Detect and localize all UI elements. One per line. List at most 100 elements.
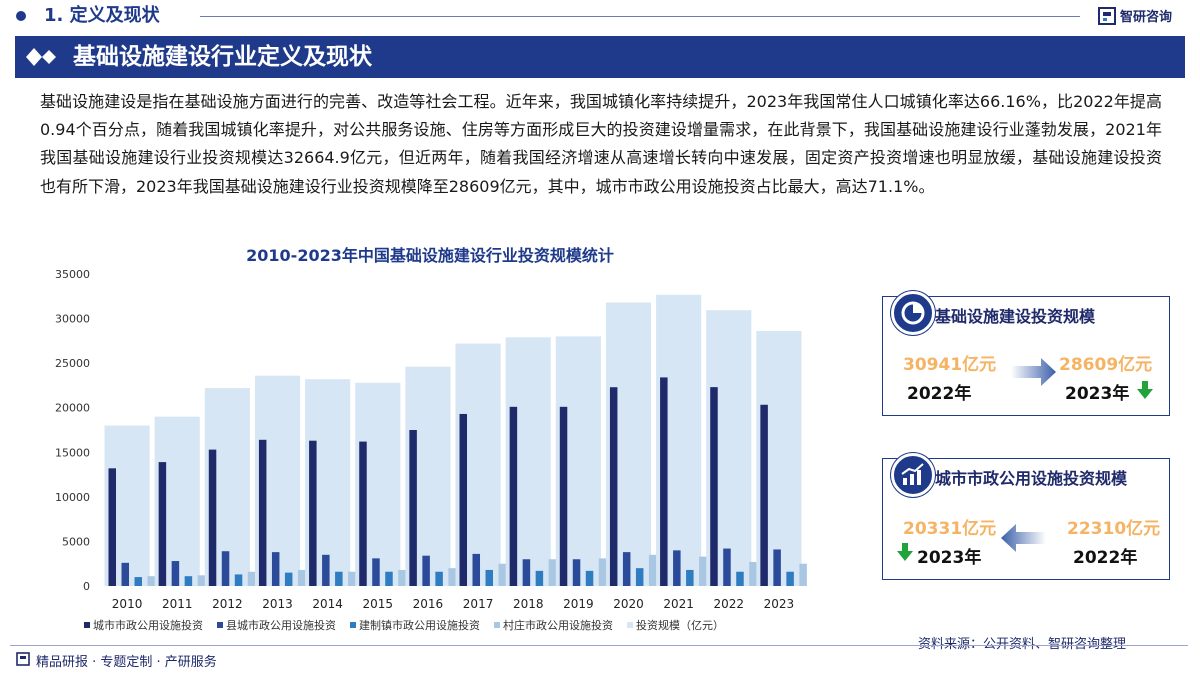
chart-title: 2010-2023年中国基础设施建设行业投资规模统计 — [246, 246, 614, 265]
series-bar — [472, 553, 481, 586]
series-bar — [609, 387, 618, 586]
series-bar — [309, 440, 317, 586]
series-bar — [221, 551, 230, 586]
section-bullet — [16, 11, 26, 21]
chart-pie-icon — [891, 291, 935, 335]
x-tick-label: 2011 — [162, 597, 193, 611]
series-bar — [749, 561, 757, 586]
series-bar — [398, 569, 406, 586]
infrastructure-investment-card: 基础设施建设投资规模 30941亿元 2022年 28609亿元 2023年 — [882, 291, 1170, 416]
series-bar — [710, 387, 718, 586]
legend-swatch — [217, 622, 223, 628]
series-bar — [184, 576, 193, 586]
series-bar — [435, 571, 443, 586]
series-bar — [660, 377, 668, 586]
series-bar — [673, 550, 681, 586]
footer-tagline: 精品研报 · 专题定制 · 产研服务 — [36, 655, 217, 670]
x-tick-label: 2018 — [513, 597, 544, 611]
down-arrow-icon — [1137, 381, 1153, 399]
legend-swatch — [350, 622, 356, 628]
year-2022: 2022年 — [1073, 548, 1138, 568]
series-bar — [773, 549, 781, 586]
card-title: 城市市政公用设施投资规模 — [935, 469, 1128, 488]
x-tick-label: 2022 — [714, 597, 745, 611]
series-bar — [459, 413, 468, 586]
header-divider — [200, 16, 1080, 17]
series-bar — [736, 571, 744, 586]
series-bar — [234, 574, 243, 586]
x-tick-label: 2016 — [413, 597, 444, 611]
year-2023: 2023年 — [917, 548, 982, 568]
series-bar — [723, 548, 731, 586]
arrow-right-icon — [1011, 358, 1056, 386]
series-bar — [284, 572, 293, 586]
title-banner: 基础设施建设行业定义及现状 — [15, 36, 1185, 78]
series-bar — [509, 406, 518, 586]
series-bar — [448, 568, 456, 586]
series-bar — [348, 571, 356, 586]
series-bar — [498, 563, 507, 586]
series-bar — [385, 571, 393, 586]
series-bar — [409, 430, 417, 586]
legend-label: 城市市政公用设施投资 — [93, 618, 203, 632]
footer-divider — [10, 645, 1188, 646]
data-source: 资料来源：公开资料、智研咨询整理 — [918, 637, 1127, 652]
arrow-left-icon — [1001, 524, 1046, 552]
series-bar — [535, 570, 544, 586]
y-tick-label: 25000 — [55, 357, 90, 370]
series-bar — [208, 449, 217, 586]
value-2022: 30941亿元 — [903, 355, 997, 375]
x-tick-label: 2021 — [663, 597, 694, 611]
legend-label: 建制镇市政公用设施投资 — [359, 618, 480, 632]
series-bar — [322, 554, 330, 586]
series-bar — [559, 406, 568, 586]
series-bar — [648, 554, 657, 586]
series-bar — [548, 559, 557, 586]
y-tick-label: 10000 — [55, 491, 90, 504]
series-bar — [171, 561, 180, 586]
brand-name: 智研咨询 — [1120, 10, 1173, 25]
y-tick-label: 35000 — [55, 268, 90, 281]
series-bar — [485, 569, 494, 586]
x-tick-label: 2014 — [312, 597, 343, 611]
series-bar — [335, 571, 343, 586]
series-bar — [158, 462, 167, 586]
card-title: 基础设施建设投资规模 — [935, 307, 1096, 326]
x-tick-label: 2023 — [764, 597, 795, 611]
series-bar — [635, 568, 644, 586]
y-tick-label: 15000 — [55, 446, 90, 459]
series-bar — [372, 558, 380, 586]
series-bar — [121, 562, 130, 586]
legend-swatch — [494, 622, 500, 628]
x-tick-label: 2013 — [262, 597, 293, 611]
series-bar — [622, 552, 631, 586]
series-bar — [572, 559, 581, 586]
diamond-icon — [26, 48, 56, 66]
y-tick-label: 20000 — [55, 402, 90, 415]
brand-logo: 智研咨询 — [1098, 6, 1172, 25]
x-tick-label: 2010 — [112, 597, 143, 611]
series-bar — [786, 571, 794, 586]
series-bar — [585, 570, 594, 586]
year-2022: 2022年 — [907, 384, 972, 404]
down-arrow-icon — [897, 543, 913, 561]
y-tick-label: 5000 — [62, 535, 90, 548]
series-bar — [108, 468, 117, 586]
legend-swatch — [627, 622, 633, 628]
legend-swatch — [84, 622, 90, 628]
x-tick-label: 2015 — [363, 597, 394, 611]
year-2023: 2023年 — [1065, 384, 1130, 404]
brand-mark-icon — [16, 652, 30, 666]
series-bar — [799, 563, 807, 586]
series-bar — [686, 569, 694, 586]
investment-bar-chart: 0 5000 10000 15000 20000 25000 30000 35000 2010 2… — [55, 268, 807, 632]
section-title: 1. 定义及现状 — [44, 5, 160, 26]
intro-paragraph: 基础设施建设是指在基础设施方面进行的完善、改造等社会工程。近年来，我国城镇化率持… — [40, 92, 1162, 196]
series-bar — [147, 576, 156, 586]
value-2022: 22310亿元 — [1067, 519, 1161, 539]
x-tick-label: 2019 — [563, 597, 594, 611]
series-bar — [297, 569, 306, 586]
legend-label: 村庄市政公用设施投资 — [503, 618, 613, 632]
x-tick-label: 2017 — [463, 597, 494, 611]
municipal-investment-card: 城市市政公用设施投资规模 20331亿元 2023年 22310亿元 2022年 — [882, 453, 1170, 580]
